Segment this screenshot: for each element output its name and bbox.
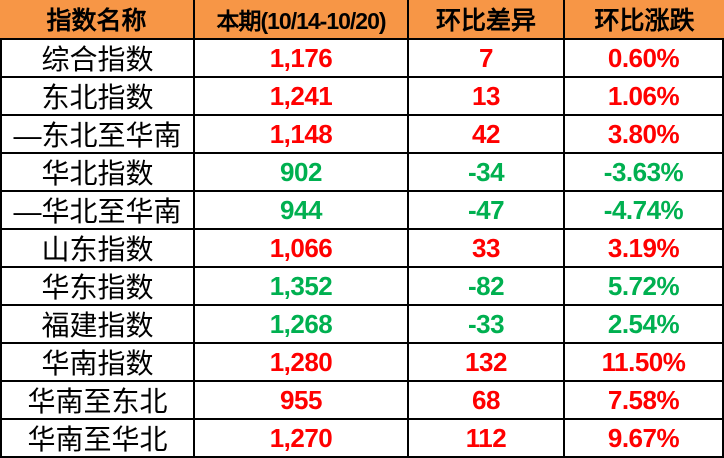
col-header-index-name: 指数名称 (46, 7, 147, 35)
index-name-cell: 华北指数 (41, 158, 154, 189)
col-header-wow-diff: 环比差异 (407, 0, 563, 38)
index-name-cell: —华北至华南 (13, 196, 182, 227)
current-value-cell: 1,280 (193, 344, 407, 380)
change-cell: 11.50% (563, 344, 722, 380)
col-header-wow-change: 环比涨跌 (563, 0, 724, 38)
change-cell: 5.72% (563, 268, 722, 304)
diff-cell: 42 (407, 116, 563, 152)
current-value-cell: 1,270 (193, 420, 407, 456)
diff-cell: 112 (407, 420, 563, 456)
index-name-cell: 华东指数 (41, 272, 154, 303)
current-value-cell: 1,352 (193, 268, 407, 304)
index-name-cell: 综合指数 (41, 44, 154, 75)
change-cell: 2.54% (563, 306, 722, 342)
diff-cell: -82 (407, 268, 563, 304)
table-row: —东北至华南 1,148 42 3.80% (2, 114, 722, 152)
diff-cell: 132 (407, 344, 563, 380)
current-value-cell: 902 (193, 154, 407, 190)
change-cell: 0.60% (563, 40, 722, 76)
change-cell: 3.80% (563, 116, 722, 152)
table-row: 山东指数 1,066 33 3.19% (2, 228, 722, 266)
index-name-cell: 华南至东北 (27, 386, 168, 417)
index-name-cell: 山东指数 (41, 234, 154, 265)
index-name-cell: 华南指数 (41, 348, 154, 379)
current-value-cell: 1,176 (193, 40, 407, 76)
change-cell: -4.74% (563, 192, 722, 228)
index-name-cell: 华南至华北 (27, 424, 168, 455)
col-header-current-period: 本期(10/14-10/20) (193, 0, 407, 38)
table-row: —华北至华南 944 -47 -4.74% (2, 190, 722, 228)
table-row: 福建指数 1,268 -33 2.54% (2, 304, 722, 342)
table-row: 华南指数 1,280 132 11.50% (2, 342, 722, 380)
table-row: 综合指数 1,176 7 0.60% (2, 40, 722, 76)
table-row: 华北指数 902 -34 -3.63% (2, 152, 722, 190)
index-name-cell: —东北至华南 (13, 120, 182, 151)
table-body: 综合指数 1,176 7 0.60% 东北指数 1,241 13 1.06% —… (0, 38, 724, 458)
index-name-cell: 东北指数 (41, 82, 154, 113)
diff-cell: 7 (407, 40, 563, 76)
table-row: 华南至东北 955 68 7.58% (2, 380, 722, 418)
current-value-cell: 944 (193, 192, 407, 228)
diff-cell: 68 (407, 382, 563, 418)
diff-cell: -33 (407, 306, 563, 342)
current-value-cell: 1,241 (193, 78, 407, 114)
current-value-cell: 1,148 (193, 116, 407, 152)
change-cell: 1.06% (563, 78, 722, 114)
diff-cell: 13 (407, 78, 563, 114)
change-cell: 7.58% (563, 382, 722, 418)
diff-cell: -47 (407, 192, 563, 228)
current-value-cell: 955 (193, 382, 407, 418)
table-row: 华东指数 1,352 -82 5.72% (2, 266, 722, 304)
change-cell: 3.19% (563, 230, 722, 266)
table-header-row: 指数名称 本期(10/14-10/20) 环比差异 环比涨跌 (0, 0, 724, 38)
table-row: 华南至华北 1,270 112 9.67% (2, 418, 722, 456)
index-name-cell: 福建指数 (41, 310, 154, 341)
change-cell: 9.67% (563, 420, 722, 456)
table-row: 东北指数 1,241 13 1.06% (2, 76, 722, 114)
diff-cell: 33 (407, 230, 563, 266)
change-cell: -3.63% (563, 154, 722, 190)
current-value-cell: 1,268 (193, 306, 407, 342)
diff-cell: -34 (407, 154, 563, 190)
current-value-cell: 1,066 (193, 230, 407, 266)
